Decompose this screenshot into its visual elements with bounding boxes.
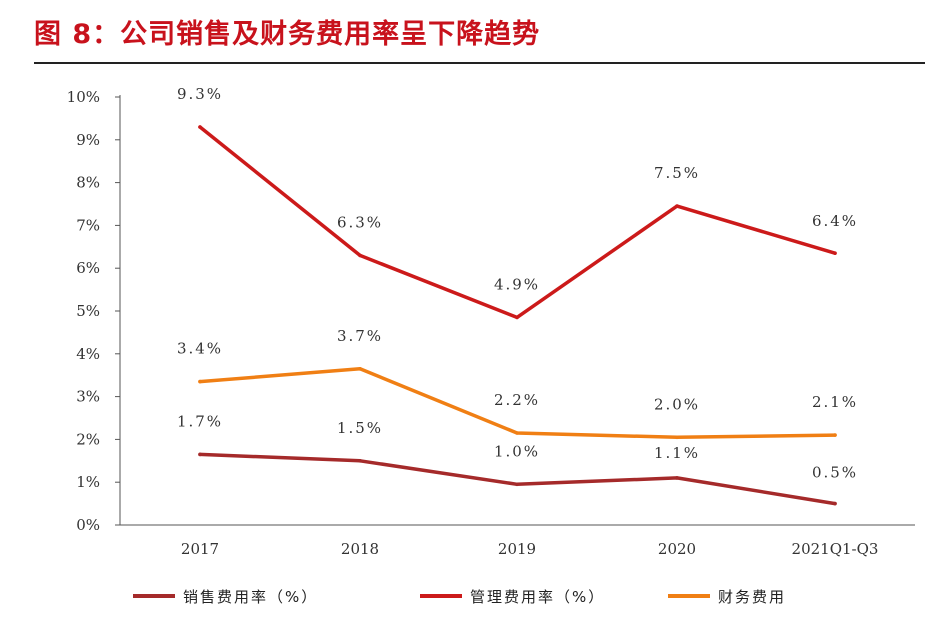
x-tick-label: 2017: [181, 540, 219, 558]
y-tick-label: 6%: [76, 259, 100, 277]
legend-label: 管理费用率（%）: [470, 588, 605, 606]
data-label: 7.5%: [654, 164, 700, 182]
data-label: 2.1%: [812, 393, 858, 411]
data-point: [833, 501, 837, 506]
data-point: [358, 459, 362, 463]
data-point: [675, 435, 679, 440]
y-tick-label: 4%: [76, 345, 100, 363]
data-label: 6.4%: [812, 212, 858, 230]
data-label: 1.7%: [177, 412, 223, 430]
data-label: 3.4%: [177, 340, 223, 358]
figure-title: 图 8：公司销售及财务费用率呈下降趋势: [34, 19, 541, 50]
y-tick-label: 10%: [67, 88, 100, 106]
data-point: [515, 482, 519, 487]
data-label: 3.7%: [337, 327, 383, 345]
y-tick-label: 9%: [76, 131, 100, 149]
data-label: 9.3%: [177, 85, 223, 103]
data-label: 1.0%: [494, 442, 540, 460]
series-line-0: [198, 452, 837, 506]
y-tick-label: 3%: [76, 388, 100, 406]
y-tick-label: 1%: [76, 473, 100, 491]
x-tick-label: 2021Q1-Q3: [792, 540, 879, 558]
data-point: [833, 433, 837, 437]
data-label: 0.5%: [812, 464, 858, 482]
title-rule: [34, 62, 925, 64]
y-tick-label: 7%: [76, 216, 100, 234]
y-tick-label: 8%: [76, 174, 100, 192]
x-tick-label: 2020: [658, 540, 696, 558]
data-point: [675, 204, 679, 208]
y-tick-label: 5%: [76, 302, 100, 320]
data-label: 6.3%: [337, 213, 383, 231]
legend-label: 销售费用率（%）: [183, 588, 318, 606]
data-point: [198, 379, 202, 384]
data-label: 1.1%: [654, 444, 700, 462]
legend-label: 财务费用: [718, 588, 786, 606]
data-point: [198, 125, 202, 129]
data-label: 2.0%: [654, 395, 700, 413]
x-tick-label: 2018: [341, 540, 379, 558]
y-tick-label: 2%: [76, 430, 100, 448]
data-point: [198, 452, 202, 457]
data-point: [515, 315, 519, 320]
data-point: [675, 476, 679, 480]
y-tick-label: 0%: [76, 516, 100, 534]
data-point: [358, 367, 362, 371]
data-point: [833, 251, 837, 255]
data-label: 1.5%: [337, 419, 383, 437]
x-tick-label: 2019: [498, 540, 536, 558]
data-label: 2.2%: [494, 391, 540, 409]
data-point: [358, 253, 362, 258]
data-point: [515, 431, 519, 435]
data-label: 4.9%: [494, 275, 540, 293]
